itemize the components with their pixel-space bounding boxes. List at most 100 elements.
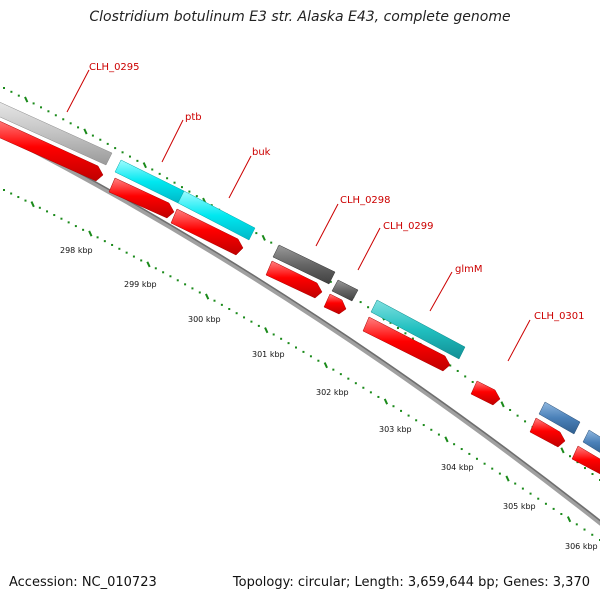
outer-minor-tick (516, 414, 519, 417)
inner-minor-tick (544, 502, 547, 505)
inner-minor-tick (407, 414, 410, 417)
cds-arrow[interactable] (0, 119, 104, 182)
inner-minor-tick (3, 189, 5, 191)
cds-arrow[interactable] (470, 380, 501, 406)
outer-major-tick (83, 128, 88, 135)
outer-minor-tick (584, 467, 587, 470)
feature-buk[interactable] (177, 190, 256, 241)
outer-minor-tick (471, 380, 474, 383)
inner-minor-tick (400, 409, 403, 412)
inner-minor-tick (339, 373, 342, 376)
outer-major-tick (560, 447, 565, 454)
inner-minor-tick (220, 303, 223, 306)
inner-minor-tick (309, 355, 312, 358)
outer-minor-tick (151, 168, 154, 171)
outer-minor-tick (464, 375, 467, 378)
outer-minor-tick (411, 337, 414, 340)
outer-minor-tick (509, 408, 512, 411)
inner-minor-tick (560, 513, 563, 516)
cds-arrow[interactable] (323, 293, 347, 315)
inner-minor-tick (415, 419, 418, 422)
cds-arrow[interactable] (529, 417, 566, 448)
inner-minor-tick (287, 342, 290, 345)
inner-major-tick (444, 436, 449, 443)
cds-arrow[interactable] (265, 260, 323, 299)
outer-minor-tick (367, 306, 370, 309)
cds-arrow[interactable] (108, 177, 175, 219)
inner-minor-tick (169, 275, 172, 278)
feature-CLH_0295[interactable] (0, 100, 113, 166)
kbp-label: 298 kbp (60, 246, 93, 255)
genome-backbone (0, 130, 600, 526)
outer-minor-tick (404, 332, 407, 335)
outer-minor-tick (62, 118, 65, 121)
outer-minor-tick (121, 151, 124, 154)
inner-major-tick (30, 201, 35, 208)
outer-major-tick (24, 96, 29, 103)
inner-major-tick (566, 516, 572, 523)
feature-CLH_0298[interactable] (272, 244, 336, 285)
feature-CLH_0299[interactable] (331, 279, 359, 302)
kbp-labels: 298 kbp 299 kbp 300 kbp 301 kbp 302 kbp … (60, 246, 598, 551)
outer-minor-tick (17, 94, 20, 97)
inner-minor-tick (24, 199, 27, 202)
feature-blue-2[interactable] (582, 429, 600, 455)
inner-minor-tick (74, 225, 77, 228)
outer-minor-tick (173, 181, 176, 184)
cds-track (0, 119, 600, 477)
inner-minor-tick (213, 299, 216, 302)
outer-minor-tick (270, 241, 273, 244)
outer-minor-tick (524, 420, 527, 423)
gene-label-ptb: ptb (185, 112, 202, 123)
inner-minor-tick (332, 368, 335, 371)
inner-minor-tick (521, 487, 524, 490)
inner-major-tick (505, 475, 510, 482)
inner-minor-tick (46, 210, 49, 213)
feature-blue-1[interactable] (538, 401, 581, 435)
inner-minor-tick (96, 236, 99, 239)
inner-minor-tick (184, 283, 187, 286)
kbp-label: 301 kbp (252, 350, 285, 359)
inner-minor-tick (575, 523, 578, 526)
outer-major-tick (500, 401, 505, 408)
inner-minor-tick (53, 214, 56, 217)
gene-label-glmM: glmM (455, 264, 483, 275)
inner-minor-tick (198, 291, 201, 294)
inner-minor-tick (498, 472, 501, 475)
outer-minor-tick (188, 190, 191, 193)
inner-minor-tick (103, 240, 106, 243)
inner-minor-tick (10, 192, 13, 195)
inner-minor-tick (460, 448, 463, 451)
inner-minor-tick (17, 196, 20, 199)
inner-minor-tick (514, 482, 517, 485)
outer-minor-tick (47, 110, 50, 113)
cds-arrow[interactable] (362, 316, 451, 372)
feature-glmM[interactable] (370, 299, 466, 360)
inner-minor-tick (583, 528, 586, 531)
gene-label-buk: buk (252, 147, 271, 158)
outer-minor-tick (91, 134, 94, 137)
outer-minor-tick (591, 473, 594, 476)
inner-minor-tick (280, 337, 283, 340)
outer-minor-tick (99, 138, 102, 141)
inner-minor-tick (529, 492, 532, 495)
inner-minor-tick (132, 255, 135, 258)
cds-arrow[interactable] (170, 208, 244, 256)
inner-minor-tick (537, 497, 540, 500)
inner-minor-tick (154, 267, 157, 270)
outer-minor-tick (54, 114, 57, 117)
cds-arrow[interactable] (571, 445, 600, 477)
outer-minor-tick (3, 87, 5, 89)
inner-minor-tick (272, 333, 275, 336)
outer-major-tick (142, 162, 147, 169)
outer-minor-tick (569, 455, 572, 458)
inner-major-tick (88, 230, 93, 237)
inner-minor-tick (302, 350, 305, 353)
kbp-label: 299 kbp (124, 280, 157, 289)
inner-minor-tick (468, 452, 471, 455)
outer-minor-tick (32, 102, 35, 105)
outer-major-tick (261, 234, 266, 241)
gene-label-CLH_0295: CLH_0295 (89, 62, 140, 73)
inner-major-tick (323, 362, 328, 369)
kbp-label: 304 kbp (441, 463, 474, 472)
